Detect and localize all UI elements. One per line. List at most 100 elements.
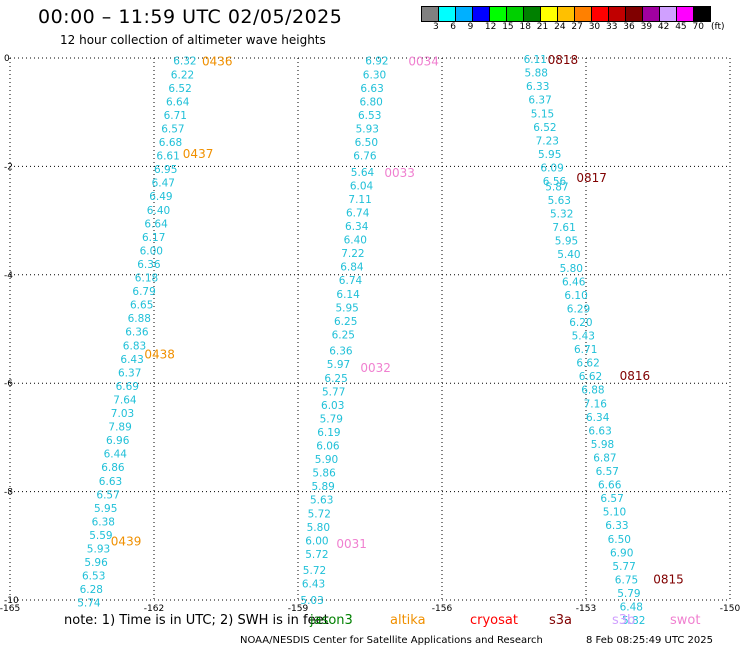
wave-height-value: 6.96 bbox=[106, 435, 130, 447]
legend-label: 6 bbox=[450, 22, 457, 32]
wave-height-value: 6.52 bbox=[168, 83, 191, 95]
legend-label: 70 bbox=[692, 22, 704, 32]
wave-height-value: 6.36 bbox=[329, 346, 353, 358]
pass-time-label: 0033 bbox=[384, 166, 415, 180]
wave-height-value: 5.40 bbox=[557, 249, 580, 261]
wave-height-value: 6.37 bbox=[118, 367, 141, 379]
wave-height-value: 5.63 bbox=[310, 495, 333, 507]
wave-height-value: 6.04 bbox=[350, 180, 374, 192]
wave-height-value: 6.68 bbox=[159, 137, 182, 149]
pass-time-label: 0031 bbox=[336, 537, 367, 551]
wave-height-value: 5.80 bbox=[307, 522, 330, 534]
wave-height-value: 6.80 bbox=[359, 96, 382, 108]
wave-height-value: 6.17 bbox=[142, 232, 165, 244]
wave-height-value: 5.98 bbox=[591, 439, 614, 451]
wave-height-value: 6.74 bbox=[346, 207, 370, 219]
wave-height-value: 6.40 bbox=[147, 205, 170, 217]
y-tick-label: -10 bbox=[4, 596, 19, 606]
wave-height-value: 5.79 bbox=[320, 413, 343, 425]
satellite-name: altika bbox=[390, 613, 426, 628]
wave-height-value: 6.86 bbox=[101, 462, 125, 474]
wave-height-value: 6.56 bbox=[543, 176, 567, 188]
wave-height-value: 5.59 bbox=[89, 530, 112, 542]
wave-height-value: 6.34 bbox=[586, 412, 610, 424]
x-tick-label: -153 bbox=[576, 604, 596, 614]
wave-height-value: 6.69 bbox=[116, 381, 139, 393]
wave-height-value: 6.38 bbox=[92, 516, 115, 528]
wave-height-value: 6.83 bbox=[123, 340, 146, 352]
wave-height-value: 5.43 bbox=[572, 331, 595, 343]
wave-height-value: 6.63 bbox=[99, 476, 122, 488]
pass-time-label: 0439 bbox=[111, 534, 142, 548]
wave-height-value: 6.95 bbox=[154, 164, 177, 176]
wave-height-value: 6.50 bbox=[355, 137, 378, 149]
wave-height-value: 6.32 bbox=[173, 56, 196, 68]
wave-height-value: 5.72 bbox=[308, 508, 331, 520]
wave-height-value: 5.72 bbox=[305, 549, 328, 561]
wave-height-value: 6.29 bbox=[567, 303, 590, 315]
wave-height-value: 6.71 bbox=[574, 344, 597, 356]
wave-height-value: 5.95 bbox=[335, 302, 358, 314]
wave-height-value: 6.20 bbox=[569, 317, 592, 329]
page-title: 00:00 – 11:59 UTC 02/05/2025 bbox=[38, 6, 343, 28]
pass-time-label: 0818 bbox=[548, 53, 579, 67]
wave-height-value: 6.14 bbox=[336, 289, 360, 301]
wave-height-value: 6.25 bbox=[324, 373, 347, 385]
wave-height-value: 6.03 bbox=[321, 400, 344, 412]
wave-height-value: 5.63 bbox=[548, 195, 571, 207]
legend-swatch bbox=[693, 6, 711, 22]
wave-height-value: 6.34 bbox=[345, 221, 369, 233]
wave-height-value: 6.49 bbox=[149, 191, 172, 203]
wave-height-value: 7.16 bbox=[584, 398, 608, 410]
y-tick-label: -2 bbox=[4, 162, 13, 172]
legend-label: 36 bbox=[623, 22, 635, 32]
wave-height-value: 7.03 bbox=[111, 408, 134, 420]
wave-height-value: 6.11 bbox=[524, 54, 547, 66]
x-tick-label: -150 bbox=[720, 604, 740, 614]
wave-height-value: 6.84 bbox=[340, 262, 364, 274]
wave-height-value: 6.33 bbox=[605, 520, 628, 532]
wave-height-value: 5.95 bbox=[94, 503, 117, 515]
wave-height-value: 6.09 bbox=[540, 162, 563, 174]
wave-height-value: 5.80 bbox=[560, 263, 583, 275]
wave-height-value: 5.96 bbox=[84, 557, 108, 569]
wave-height-value: 6.76 bbox=[353, 151, 377, 163]
legend-unit: (ft) bbox=[711, 22, 725, 32]
wave-height-value: 5.90 bbox=[315, 454, 338, 466]
pass-time-label: 0438 bbox=[144, 347, 175, 361]
wave-height-value: 6.53 bbox=[82, 571, 105, 583]
wave-height-value: 5.32 bbox=[550, 209, 573, 221]
wave-height-value: 5.95 bbox=[538, 149, 561, 161]
wave-height-value: 7.11 bbox=[348, 194, 371, 206]
wave-height-value: 6.22 bbox=[171, 69, 194, 81]
wave-height-value: 5.74 bbox=[77, 598, 101, 610]
wave-height-value: 6.88 bbox=[581, 385, 604, 397]
wave-height-value: 6.06 bbox=[316, 441, 340, 453]
wave-height-value: 5.97 bbox=[327, 359, 350, 371]
wave-height-value: 5.79 bbox=[617, 588, 640, 600]
wave-height-value: 6.30 bbox=[363, 69, 386, 81]
wave-height-value: 5.72 bbox=[303, 565, 326, 577]
wave-height-value: 6.18 bbox=[135, 273, 158, 285]
color-legend bbox=[421, 6, 711, 22]
wave-height-value: 6.62 bbox=[576, 358, 599, 370]
wave-height-value: 5.15 bbox=[531, 108, 554, 120]
wave-height-value: 6.43 bbox=[302, 579, 325, 591]
pass-time-label: 0815 bbox=[653, 572, 684, 586]
page-subtitle: 12 hour collection of altimeter wave hei… bbox=[60, 33, 326, 47]
wave-height-value: 6.00 bbox=[305, 535, 328, 547]
wave-height-value: 6.47 bbox=[152, 178, 175, 190]
legend-label: 12 bbox=[484, 22, 497, 32]
wave-height-value: 6.71 bbox=[164, 110, 187, 122]
wave-height-value: 6.57 bbox=[596, 466, 619, 478]
legend-label: 30 bbox=[588, 22, 601, 32]
wave-height-value: 6.65 bbox=[130, 300, 153, 312]
wave-height-value: 5.93 bbox=[356, 123, 379, 135]
wave-height-value: 6.92 bbox=[365, 56, 388, 68]
pass-time-label: 0034 bbox=[408, 55, 439, 69]
wave-height-value: 5.77 bbox=[322, 386, 345, 398]
wave-height-value: 5.95 bbox=[555, 236, 578, 248]
wave-height-value: 6.28 bbox=[80, 584, 103, 596]
wave-height-value: 7.22 bbox=[341, 248, 364, 260]
wave-height-value: 6.53 bbox=[358, 110, 381, 122]
